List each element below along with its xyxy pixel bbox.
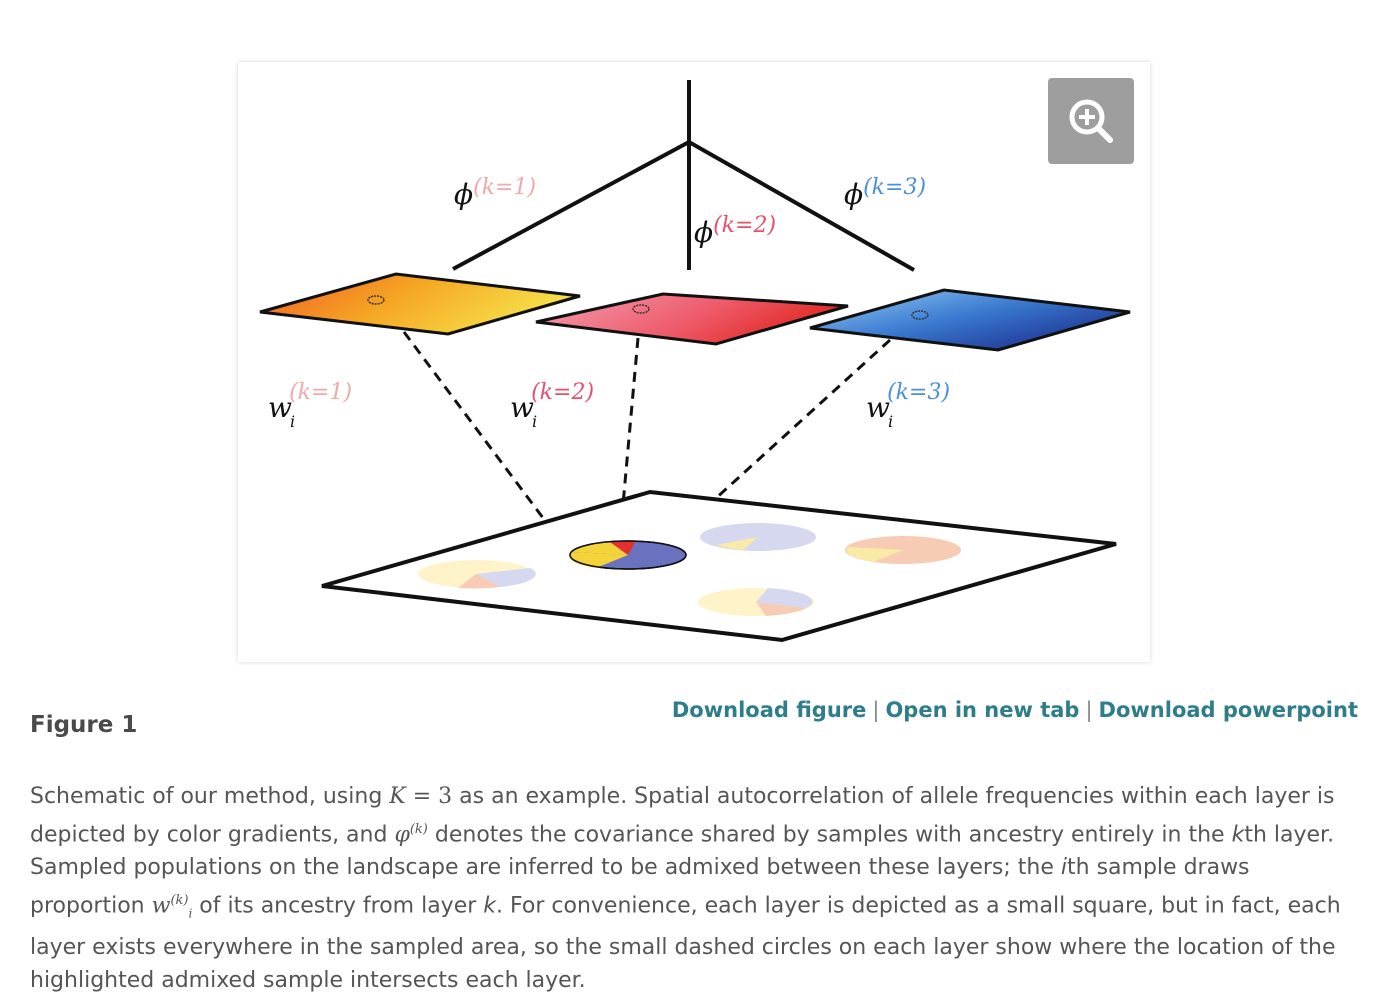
- w-label-k1: wi(k=1): [268, 380, 352, 431]
- layer-2: [535, 292, 849, 346]
- zoom-button[interactable]: [1048, 78, 1134, 164]
- w-label-k2: wi(k=2): [510, 380, 594, 431]
- phi-label-k3: ϕ(k=3): [844, 175, 926, 211]
- figure-title: Figure 1: [30, 712, 138, 738]
- w-label-k3: wi(k=3): [866, 380, 950, 431]
- phi-label-k1: ϕ(k=1): [454, 175, 536, 211]
- link-separator: |: [872, 698, 880, 722]
- landscape: [321, 489, 1117, 643]
- figure-caption: Schematic of our method, using K = 3 as …: [30, 784, 1341, 994]
- layer-3: [809, 288, 1131, 352]
- link-separator: |: [1085, 698, 1093, 722]
- tree-lines: [452, 80, 915, 272]
- phi-label-k2: ϕ(k=2): [694, 213, 776, 249]
- figure-image: ϕ(k=1) ϕ(k=2) ϕ(k=3) wi(k=1) wi(k=2) wi(…: [238, 62, 1150, 662]
- download-powerpoint-link[interactable]: Download powerpoint: [1098, 698, 1358, 722]
- admixed-sample-pie: [569, 540, 687, 570]
- schematic-diagram: ϕ(k=1) ϕ(k=2) ϕ(k=3) wi(k=1) wi(k=2) wi(…: [259, 80, 1131, 643]
- figure-links: Download figure | Open in new tab | Download…: [672, 698, 1358, 722]
- zoom-in-icon: [1069, 99, 1113, 143]
- open-new-tab-link[interactable]: Open in new tab: [885, 698, 1080, 722]
- download-figure-link[interactable]: Download figure: [671, 698, 867, 722]
- layer-1: [259, 272, 581, 336]
